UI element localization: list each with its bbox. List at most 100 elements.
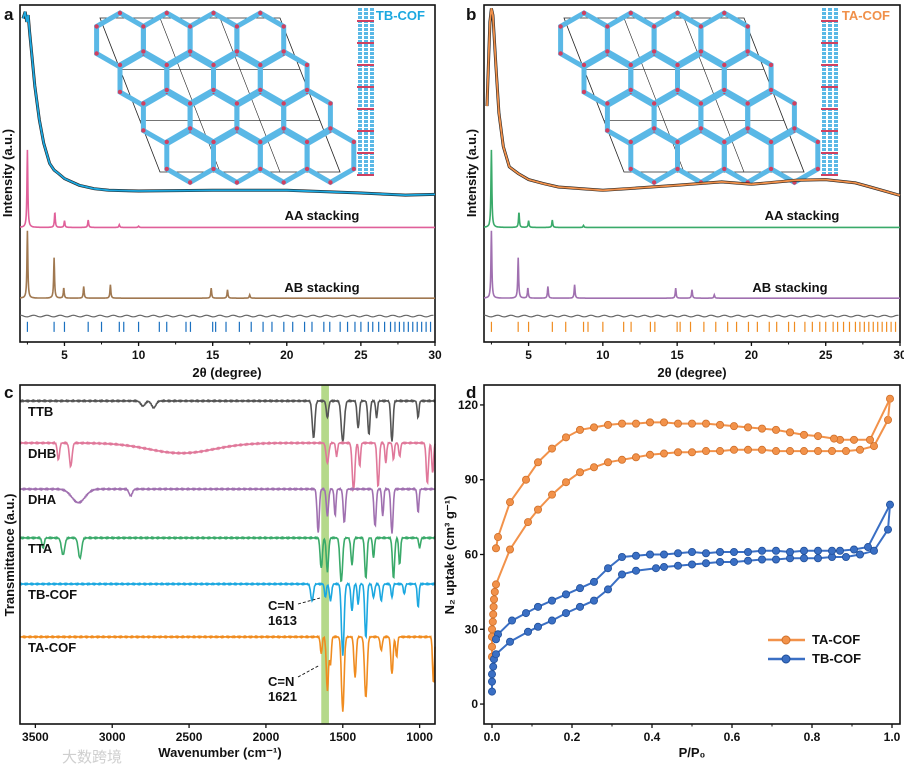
x-tick-label: 5 xyxy=(525,348,532,362)
data-point xyxy=(646,450,655,459)
data-point xyxy=(524,518,533,527)
data-point xyxy=(850,545,859,554)
data-point xyxy=(702,559,711,568)
oxygen-atom xyxy=(722,87,727,93)
oxygen-atom xyxy=(815,166,821,172)
oxygen-atom xyxy=(328,101,333,106)
hexagonal-pore xyxy=(698,87,751,147)
data-point xyxy=(562,478,571,487)
data-point xyxy=(716,548,725,557)
oxygen-atom xyxy=(722,62,727,68)
data-point xyxy=(702,549,711,558)
oxygen-atom xyxy=(234,49,240,54)
data-point xyxy=(505,545,514,554)
axes-frame xyxy=(483,4,901,343)
data-point xyxy=(864,543,873,552)
data-point xyxy=(800,546,809,555)
data-point xyxy=(576,468,585,477)
simulated-pattern-ab xyxy=(20,230,435,300)
data-point xyxy=(814,554,823,563)
oxygen-atom xyxy=(281,24,286,29)
data-point xyxy=(491,580,500,589)
oxygen-atom xyxy=(675,62,680,68)
oxygen-atom xyxy=(328,126,333,131)
ftir-trace-label: TB-COF xyxy=(28,587,77,602)
stacking-oxygen-band xyxy=(357,86,374,88)
oxygen-atom xyxy=(187,101,193,106)
oxygen-atom xyxy=(234,101,240,106)
hexagonal-pore xyxy=(604,87,657,147)
oxygen-atom xyxy=(211,62,216,68)
oxygen-atom xyxy=(117,89,123,95)
oxygen-atom xyxy=(745,101,750,106)
oxygen-atom xyxy=(304,87,310,93)
data-point xyxy=(489,662,498,671)
data-point xyxy=(507,616,516,625)
oxygen-atom xyxy=(745,24,750,29)
data-point xyxy=(487,677,496,686)
oxygen-atom xyxy=(558,51,563,56)
stacking-oxygen-band xyxy=(357,108,374,110)
data-point xyxy=(702,447,711,456)
data-point xyxy=(548,444,557,453)
oxygen-atom xyxy=(258,10,263,16)
data-point xyxy=(828,546,837,555)
data-point xyxy=(674,549,683,558)
data-point xyxy=(604,420,613,429)
data-point xyxy=(830,434,839,443)
data-point xyxy=(730,445,739,454)
x-tick-label: 0.4 xyxy=(644,730,661,744)
hexagonal-pore xyxy=(721,48,774,109)
data-point xyxy=(487,687,496,696)
ftir-trace-label: TA-COF xyxy=(28,640,76,655)
ftir-trace-label: DHA xyxy=(28,492,57,507)
panel-c-ylabel: Transmittance (a.u.) xyxy=(2,494,17,617)
oxygen-atom xyxy=(211,87,216,93)
panel-b-ab-label: AB stacking xyxy=(752,280,827,295)
panel-letter-b: b xyxy=(466,5,476,24)
data-point xyxy=(814,447,823,456)
cell-line xyxy=(623,17,685,173)
x-tick-label: 15 xyxy=(206,348,220,362)
panel-b-ylabel: Intensity (a.u.) xyxy=(464,129,479,217)
oxygen-atom xyxy=(164,62,169,68)
hexagonal-pore xyxy=(651,87,704,147)
data-point xyxy=(688,560,697,569)
panel-letter-c: c xyxy=(4,383,13,402)
isotherm-connector xyxy=(887,504,891,530)
panel-letter-d: d xyxy=(466,383,476,402)
hexagonal-pore xyxy=(211,125,263,186)
annotation-cn-value-2: 1621 xyxy=(268,689,297,704)
data-point xyxy=(744,445,753,454)
data-point xyxy=(618,419,627,428)
data-point xyxy=(522,609,531,618)
oxygen-atom xyxy=(94,51,99,56)
stacking-oxygen-band xyxy=(821,42,838,44)
ftir-trace-label: DHB xyxy=(28,446,56,461)
oxygen-atom xyxy=(675,166,680,172)
x-tick-label: 0.0 xyxy=(484,730,501,744)
oxygen-atom xyxy=(581,62,587,68)
stacking-oxygen-band xyxy=(821,108,838,110)
x-tick-label: 20 xyxy=(745,348,759,362)
x-tick-label: 25 xyxy=(819,348,833,362)
oxygen-atom xyxy=(164,87,169,93)
data-point xyxy=(489,595,498,604)
data-point xyxy=(487,670,496,679)
data-point xyxy=(758,424,767,433)
oxygen-atom xyxy=(768,139,774,145)
data-point xyxy=(562,590,571,599)
hexagonal-pore xyxy=(257,125,310,186)
data-point xyxy=(576,584,585,593)
y-tick-label: 0 xyxy=(471,697,478,711)
hexagonal-pore xyxy=(281,87,333,147)
oxygen-atom xyxy=(258,139,263,145)
x-tick-label: 10 xyxy=(596,348,610,362)
data-point xyxy=(534,458,543,467)
stacking-oxygen-band xyxy=(357,42,374,44)
data-point xyxy=(758,445,767,454)
annotation-cn-label-1: C=N xyxy=(268,598,294,613)
data-point xyxy=(828,447,837,456)
axes-frame xyxy=(19,384,436,725)
hexagonal-pore xyxy=(558,10,610,70)
